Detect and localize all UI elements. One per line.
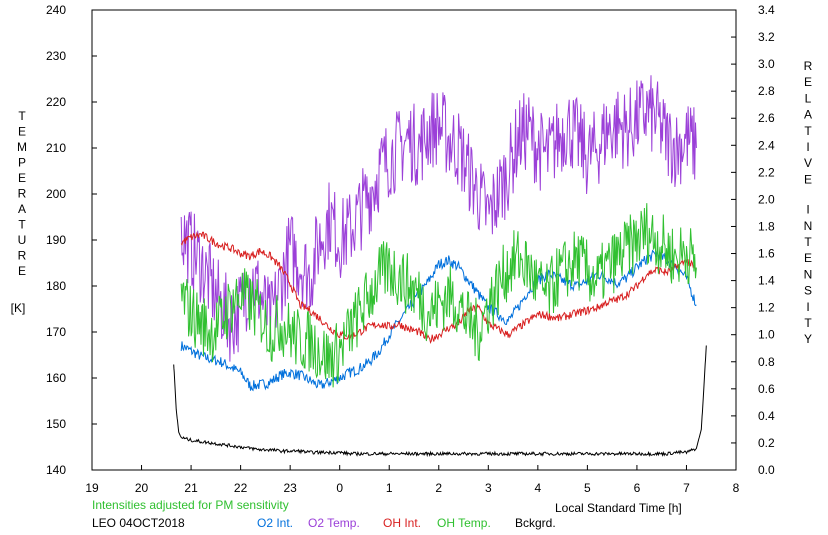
right-tick-label: 3.4: [758, 3, 775, 17]
left-tick-label: 160: [46, 371, 66, 385]
left-axis-letter: M: [17, 140, 27, 154]
left-axis-letter: T: [18, 109, 26, 123]
x-tick-label: 22: [234, 481, 248, 495]
legend-entry: Bckgrd.: [515, 516, 556, 530]
pm-annotation: Intensities adjusted for PM sensitivity: [92, 498, 289, 512]
x-tick-label: 1: [386, 481, 393, 495]
x-tick-label: 8: [733, 481, 740, 495]
left-tick-label: 200: [46, 187, 66, 201]
right-axis-letter: Y: [804, 332, 812, 346]
series-bckgrd-line: [173, 345, 707, 458]
right-tick-label: 2.0: [758, 192, 775, 206]
left-axis-letter: P: [18, 156, 26, 170]
right-axis-letter: V: [804, 156, 812, 170]
right-tick-label: 0.2: [758, 436, 775, 450]
station-label: LEO 04OCT2018: [92, 516, 185, 530]
right-axis-letter: N: [804, 267, 813, 281]
right-tick-label: 3.2: [758, 30, 775, 44]
left-tick-label: 230: [46, 49, 66, 63]
right-axis-letter: T: [804, 124, 812, 138]
left-axis-letter: R: [18, 187, 27, 201]
left-axis-letter: E: [18, 171, 26, 185]
x-tick-label: 21: [184, 481, 198, 495]
series-o2-int-line: [180, 249, 697, 392]
series-oh-temp-line: [180, 203, 697, 388]
right-tick-label: 1.0: [758, 328, 775, 342]
right-axis-letter: S: [804, 284, 812, 298]
x-axis-label: Local Standard Time [h]: [555, 501, 682, 515]
x-tick-label: 5: [584, 481, 591, 495]
legend-entry: OH Temp.: [437, 516, 491, 530]
left-tick-label: 240: [46, 3, 66, 17]
left-axis-letter: T: [18, 218, 26, 232]
right-tick-label: 3.0: [758, 57, 775, 71]
x-tick-label: 7: [683, 481, 690, 495]
right-axis-letter: T: [804, 316, 812, 330]
x-tick-label: 4: [535, 481, 542, 495]
left-tick-label: 220: [46, 95, 66, 109]
left-axis-unit: [K]: [11, 301, 26, 315]
right-axis-letter: E: [804, 75, 812, 89]
x-tick-label: 3: [485, 481, 492, 495]
x-tick-label: 2: [435, 481, 442, 495]
right-tick-label: 1.6: [758, 247, 775, 261]
legend-entry: OH Int.: [383, 516, 421, 530]
x-tick-label: 23: [283, 481, 297, 495]
left-axis-letter: A: [18, 202, 26, 216]
right-tick-label: 2.4: [758, 138, 775, 152]
right-axis-letter: E: [804, 251, 812, 265]
left-axis-letter: E: [18, 264, 26, 278]
right-tick-label: 0.8: [758, 355, 775, 369]
right-axis-letter: L: [805, 91, 812, 105]
series-o2-temp-line: [180, 75, 697, 362]
right-axis-letter: R: [804, 59, 813, 73]
right-tick-label: 0.6: [758, 382, 775, 396]
right-tick-label: 1.2: [758, 301, 775, 315]
x-tick-label: 0: [336, 481, 343, 495]
left-axis-letter: E: [18, 125, 26, 139]
right-tick-label: 1.4: [758, 274, 775, 288]
right-axis-letter: N: [804, 219, 813, 233]
right-axis-letter: I: [806, 203, 809, 217]
left-axis-letter: R: [18, 249, 27, 263]
x-tick-label: 19: [85, 481, 99, 495]
right-axis-letter: E: [804, 172, 812, 186]
legend-entry: O2 Int.: [257, 516, 293, 530]
right-tick-label: 2.6: [758, 111, 775, 125]
right-tick-label: 2.8: [758, 84, 775, 98]
right-tick-label: 0.4: [758, 409, 775, 423]
left-axis-letter: U: [18, 233, 27, 247]
right-tick-label: 1.8: [758, 219, 775, 233]
right-axis-letter: I: [806, 300, 809, 314]
left-tick-label: 180: [46, 279, 66, 293]
right-tick-label: 0.0: [758, 463, 775, 477]
x-tick-label: 20: [135, 481, 149, 495]
right-axis-letter: A: [804, 108, 812, 122]
left-tick-label: 190: [46, 233, 66, 247]
left-tick-label: 150: [46, 417, 66, 431]
legend-entry: O2 Temp.: [308, 516, 360, 530]
x-tick-label: 6: [634, 481, 641, 495]
left-tick-label: 170: [46, 325, 66, 339]
left-tick-label: 140: [46, 463, 66, 477]
left-tick-label: 210: [46, 141, 66, 155]
series-oh-int-line: [180, 231, 697, 344]
right-axis-letter: T: [804, 235, 812, 249]
right-tick-label: 2.2: [758, 165, 775, 179]
right-axis-letter: I: [806, 140, 809, 154]
